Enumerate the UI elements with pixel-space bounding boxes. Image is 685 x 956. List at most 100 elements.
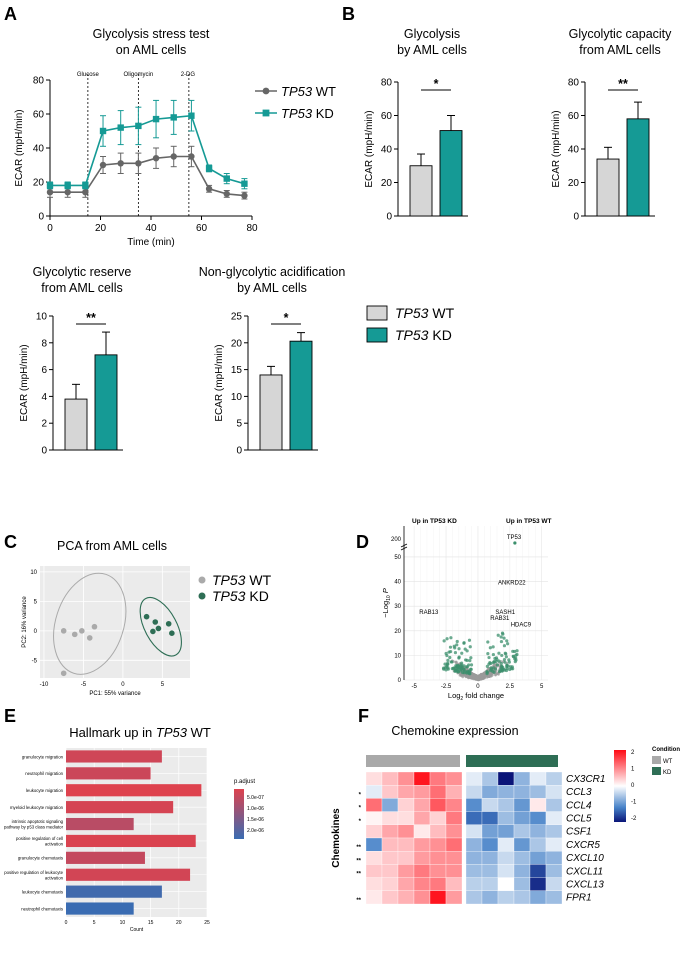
chart-f-cell [381,824,399,839]
chart-d-point-sig [514,656,518,660]
chart-b1-ytick-label: 40 [381,145,393,156]
chart-d-point-sig [444,668,448,672]
chart-a2-ytick-label: 8 [41,338,47,349]
chart-d-point-sig [463,647,467,651]
chart-f-cell [513,771,531,786]
chart-d-point-sig [504,655,508,659]
chart-b1-ytick-label: 0 [386,212,392,223]
chart-d-point-sig [469,663,474,667]
chart-d-point-sig [465,665,470,669]
chart-f-cell [365,851,383,865]
chart-d-xtick-label: -5 [412,684,418,690]
chart-d-gene-label: SASH1 [495,610,515,616]
chart-c-xtick-label: -10 [40,682,49,688]
chart-d-point-sig [465,658,469,663]
chart-f-cell [445,864,463,878]
chart-f-cell [413,798,431,812]
chart-e-xtick-label: 10 [120,920,126,926]
panel-letter-B: B [342,4,355,24]
chart-d-point-sig [443,662,447,666]
chart-f-cell [381,877,399,891]
chart-f-colorbar-tick: 1 [631,767,635,773]
chart-f-cell [413,837,431,852]
chart-d-point-sig [511,654,515,658]
chart-f-cell [381,837,399,852]
chart-a-point [241,180,248,187]
chart-b1-bar [409,165,433,217]
chart-c-legend-marker [198,576,206,584]
chart-f-cell [365,837,383,852]
chart-f-cell [365,864,383,878]
chart-d-point-sig [453,650,458,655]
chart-c-point [155,625,162,632]
chart-f-legend-wt-label: WT [663,759,673,765]
chart-f-cell [529,851,547,865]
chart-d-point-sig [449,660,453,664]
chart-b2-bar [626,118,650,217]
chart-b1-ytick-label: 80 [381,78,393,89]
chart-a-injection-label: Oligomycin [124,72,154,78]
bar-legend-wt-label: TP53 WT [395,305,455,321]
chart-a3-ytick-label: 10 [231,392,243,403]
chart-d-point-sig [465,670,469,674]
chart-a-point [205,165,213,172]
chart-d-point-ns [473,673,477,677]
chart-a3-ytick-label: 20 [231,338,243,349]
chart-e-colorbar-tick: 1.0e-06 [247,806,264,812]
chart-d-gene-label: RAB31 [490,616,510,622]
chart-f-cell [497,851,515,865]
chart-f-cell [481,864,499,878]
chart-f-gene-label: CSF1 [566,827,592,838]
chart-d-point-sig [509,667,514,671]
chart-b1-ytick-label: 20 [381,178,393,189]
chart-f-cell [429,785,447,799]
chart-f-cell [497,837,515,852]
chart-f-cell [545,771,563,786]
chart-f-gene-label: CXCL11 [566,866,603,877]
chart-d-point-sig [495,663,499,667]
chart-c-point [165,620,172,627]
chart-b2-ytick-label: 40 [568,145,580,156]
chart-f-cell [413,851,431,865]
chart-f-cell [413,890,431,905]
bar-legend-kd-swatch [366,327,388,343]
chart-f-cell [413,877,431,891]
chart-f-cell [445,771,463,786]
chart-a3-title-1: by AML cells [237,281,307,295]
chart-f-sig-mark: * [359,806,362,812]
chart-f-gene-label: CCL4 [566,800,592,811]
chart-a3-bar [259,374,283,451]
chart-d-gene-label: RAB13 [419,610,439,616]
chart-f-cell [397,864,415,878]
chart-f-cell [545,890,563,905]
chart-d-point-sig [497,659,501,663]
chart-d-point-sig [446,666,450,670]
chart-e-bar [66,784,202,797]
chart-b2-ytick-label: 80 [568,78,580,89]
chart-f-cell [529,811,547,825]
chart-e-bar [66,750,162,763]
chart-f-cell [529,877,547,891]
chart-d-point-sig [456,665,460,669]
chart-f-cell [445,890,463,905]
chart-f-cell [381,798,399,812]
chart-e-category-label: myeloid leukocyte migration [10,805,64,810]
chart-d-point-sig [485,672,489,676]
chart-f-cell [445,877,463,891]
chart-a-legend-label: TP53 WT [281,84,336,99]
chart-d-point-sig [491,645,495,649]
panel-letter-A: A [4,4,17,24]
chart-a-point [170,153,177,160]
chart-f-cell [481,785,499,799]
chart-e-category-label: positive regulation of leukocyte activati… [4,870,63,881]
chart-d-gene-label: HDAC9 [511,622,532,628]
chart-a-series-line [50,114,245,187]
chart-b1-title-1: by AML cells [397,43,467,57]
chart-f-cell [465,877,483,891]
chart-f-colorbar-tick: -1 [631,800,637,806]
chart-a-point [135,122,142,130]
chart-d-point-sig [500,653,504,658]
chart-a3-ytick-label: 5 [236,419,242,430]
chart-f-cell [365,811,383,825]
chart-e-category-label: granulocyte migration [22,754,64,759]
